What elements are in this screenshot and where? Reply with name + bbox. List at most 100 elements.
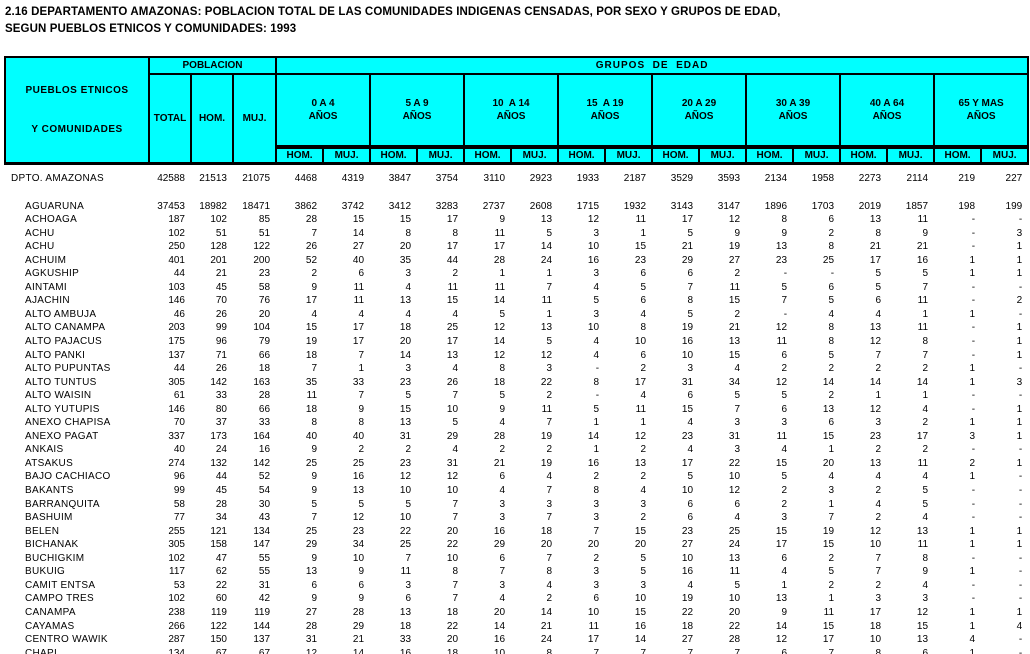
value-cell: 11	[917, 214, 929, 226]
value-cell: 31	[728, 430, 741, 442]
value-cell: 13	[399, 606, 412, 618]
community-name: AJACHIN	[25, 295, 70, 307]
value-cell: 13	[869, 457, 882, 469]
value-cell: 8	[640, 322, 647, 334]
value-cell: 401	[168, 254, 185, 266]
value-cell: 104	[253, 322, 271, 334]
anios-label: AÑOS	[590, 111, 620, 122]
value-cell: 137	[253, 634, 271, 646]
value-cell: 2134	[764, 173, 788, 184]
value-cell: 21	[916, 241, 929, 253]
value-cell: 27	[352, 241, 365, 253]
value-cell: 15	[775, 525, 788, 537]
sex-subheader: MUJ.	[322, 146, 372, 165]
value-cell: 17	[869, 606, 882, 618]
value-cell: 1	[499, 268, 506, 280]
value-cell: 8	[452, 566, 459, 578]
value-cell: 17	[869, 254, 882, 266]
value-cell: 3	[640, 498, 647, 510]
value-cell: -	[1018, 281, 1023, 293]
value-cell: 219	[958, 173, 976, 184]
value-cell: 9	[311, 444, 318, 456]
table-row: AJACHIN 146 70 76 17 11 13 15 14 11 5 6 8 15 7 5 6 11 - 2	[5, 294, 1028, 308]
value-cell: 13	[916, 634, 929, 646]
value-cell: 2	[546, 593, 553, 605]
value-cell: 1	[969, 376, 976, 388]
value-cell: 25	[305, 457, 318, 469]
value-cell: 9	[311, 593, 318, 605]
value-cell: -	[1018, 647, 1023, 654]
value-cell: 1	[828, 444, 835, 456]
value-cell: 13	[399, 295, 412, 307]
value-cell: 4	[828, 308, 835, 320]
value-cell: 2	[828, 552, 835, 564]
value-cell: 15	[775, 457, 788, 469]
table-row: ALTO AMBUJA 46 26 20 4 4 4 4 5 1 3 4 5 2 - 4 4 1 1 -	[5, 308, 1028, 322]
value-cell: 5	[640, 566, 647, 578]
value-cell: 3	[593, 566, 600, 578]
value-cell: 3	[499, 498, 506, 510]
value-cell: 15	[634, 606, 647, 618]
table-row: CENTRO WAWIK 287 150 137 31 21 33 20 16 24 17 14 27 2…	[5, 633, 1028, 647]
value-cell: 23	[869, 430, 882, 442]
community-name: BARRANQUITA	[25, 498, 100, 510]
value-cell: 29	[681, 254, 694, 266]
value-cell: 102	[168, 593, 185, 605]
value-cell: 3	[781, 417, 788, 429]
value-cell: 1	[640, 227, 647, 239]
value-cell: 1	[969, 363, 976, 375]
value-cell: 12	[634, 430, 647, 442]
value-cell: -	[1018, 363, 1023, 375]
value-cell: 9	[358, 403, 365, 415]
table-row: CAMPO TRES 102 60 42 9 9 6 7 4 2 6 10 19 10 13 1 3 3- -	[5, 592, 1028, 606]
community-name: CAMIT ENTSA	[25, 579, 96, 591]
value-cell: 12	[352, 512, 365, 524]
value-cell: 21	[215, 268, 227, 280]
value-cell: 11	[917, 457, 929, 469]
value-cell: 18471	[242, 200, 271, 212]
value-cell: 62	[215, 566, 227, 578]
value-cell: 12	[775, 376, 788, 388]
table-row: AINTAMI 103 45 58 9 11 4 11 11 7 4 5 7 11 5 6 5 7- -	[5, 281, 1028, 295]
value-cell: 1	[969, 606, 976, 618]
table-row: CANAMPA 238 119 119 27 28 13 18 20 14 10 15 22 20 9 11 1…	[5, 606, 1028, 620]
value-cell: 1	[546, 308, 553, 320]
value-cell: 4	[405, 308, 412, 320]
value-cell: 1	[969, 539, 976, 551]
anios-label: AÑOS	[684, 111, 714, 122]
value-cell: 14	[775, 620, 788, 632]
value-cell: 6	[640, 349, 647, 361]
value-cell: 8	[311, 417, 318, 429]
anios-label: AÑOS	[966, 111, 996, 122]
value-cell: 26	[215, 308, 227, 320]
value-cell: 3	[405, 363, 412, 375]
value-cell: 26	[446, 376, 459, 388]
value-cell: 20	[634, 539, 647, 551]
value-cell: 3	[593, 268, 600, 280]
value-cell: 1	[1016, 322, 1023, 334]
header-poblacion: POBLACION	[147, 56, 278, 75]
anios-label: AÑOS	[778, 111, 808, 122]
value-cell: 26	[305, 241, 318, 253]
value-cell: 6	[687, 498, 694, 510]
value-cell: 10	[352, 552, 365, 564]
value-cell: 2	[593, 552, 600, 564]
value-cell: 5	[499, 308, 506, 320]
value-cell: 16	[493, 525, 506, 537]
value-cell: 2	[640, 471, 647, 483]
sex-subheader: HOM.	[463, 146, 513, 165]
value-cell: 13	[822, 403, 835, 415]
sex-subheader: HOM.	[369, 146, 419, 165]
value-cell: 1	[781, 579, 788, 591]
value-cell: 11	[635, 403, 647, 415]
value-cell: 6	[828, 214, 835, 226]
value-cell: 4	[875, 308, 882, 320]
value-cell: 2	[875, 579, 882, 591]
value-cell: -	[1018, 308, 1023, 320]
community-name: AGKUSHIP	[25, 268, 80, 280]
value-cell: 6	[358, 268, 365, 280]
value-cell: 21513	[199, 173, 227, 184]
value-cell: 337	[168, 430, 185, 442]
value-cell: 80	[215, 403, 227, 415]
value-cell: 22	[446, 539, 459, 551]
